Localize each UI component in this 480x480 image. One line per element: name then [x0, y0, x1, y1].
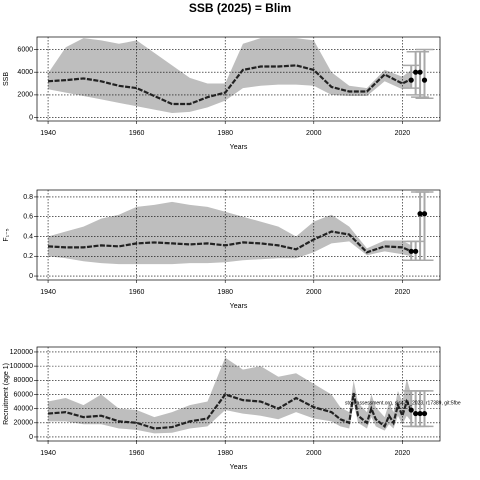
- x-tick-label: 2020: [395, 450, 411, 457]
- y-axis-label: SSB: [3, 72, 10, 86]
- plot-frame: [36, 36, 441, 122]
- x-tick-label: 2020: [395, 130, 411, 137]
- x-tick-label: 2000: [306, 289, 322, 296]
- median-line: [48, 64, 412, 106]
- x-tick-label: 2020: [395, 289, 411, 296]
- chart-title: SSB (2025) = Blim: [189, 1, 291, 15]
- projection-point: [421, 77, 428, 83]
- projection-point: [413, 410, 419, 417]
- y-tick-label: 0: [29, 434, 33, 441]
- x-tick-label: 1940: [40, 130, 56, 137]
- confidence-band: [48, 38, 412, 114]
- x-tick-label: 1980: [217, 130, 233, 137]
- y-axis-label: Recruitment (age 1): [3, 363, 10, 425]
- x-tick-label: 1960: [129, 289, 145, 296]
- x-axis-label: Years: [230, 464, 248, 471]
- projection-point: [408, 77, 414, 83]
- annotation: stockassessment.org, sjs479_2023, r17389…: [345, 401, 461, 407]
- projection-point: [413, 69, 419, 75]
- y-tick-label: 80000: [14, 377, 34, 384]
- projection-point: [408, 248, 414, 254]
- x-tick-label: 2000: [306, 130, 322, 137]
- y-tick-label: 100000: [10, 363, 33, 370]
- y-tick-label: 0.8: [23, 194, 33, 201]
- x-tick-label: 1960: [129, 130, 145, 137]
- x-axis-label: Years: [230, 303, 248, 310]
- x-tick-label: 2000: [306, 450, 322, 457]
- y-axis-label: F₁₋₅: [3, 228, 10, 241]
- projection-point: [417, 410, 423, 417]
- x-axis-label: Years: [230, 144, 248, 151]
- y-tick-label: 0.2: [23, 253, 33, 260]
- y-tick-label: 120000: [10, 349, 33, 356]
- projection-point: [417, 211, 423, 217]
- projection-point: [408, 407, 414, 413]
- y-tick-label: 60000: [14, 391, 34, 398]
- x-tick-label: 1940: [40, 450, 56, 457]
- median-line: [47, 392, 413, 430]
- y-tick-label: 6000: [17, 46, 33, 53]
- projection-point: [413, 248, 419, 254]
- x-tick-label: 1960: [129, 450, 145, 457]
- plot-frame: [36, 346, 441, 442]
- y-tick-label: 0.6: [23, 214, 33, 221]
- y-tick-label: 0: [29, 273, 33, 280]
- x-tick-label: 1980: [217, 289, 233, 296]
- y-tick-label: 4000: [17, 69, 33, 76]
- y-tick-label: 0.4: [23, 233, 33, 240]
- plot-frame: [36, 189, 441, 281]
- x-tick-label: 1940: [40, 289, 56, 296]
- y-tick-label: 0: [29, 114, 33, 121]
- y-tick-label: 2000: [17, 92, 33, 99]
- projection-point: [421, 211, 428, 217]
- y-tick-label: 20000: [14, 420, 34, 427]
- confidence-band: [48, 201, 412, 265]
- projection-point: [417, 69, 423, 75]
- median-line: [48, 230, 412, 254]
- x-tick-label: 1980: [217, 450, 233, 457]
- y-tick-label: 40000: [14, 405, 34, 412]
- projection-point: [421, 410, 428, 417]
